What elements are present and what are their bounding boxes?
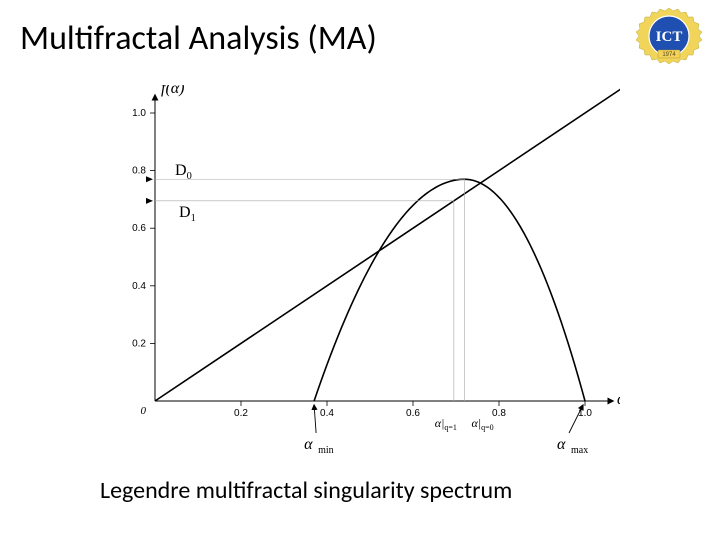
logo-badge: ICT 1974 (636, 6, 702, 72)
svg-text:α: α (557, 436, 566, 453)
svg-text:0.4: 0.4 (132, 281, 146, 292)
svg-text:D0: D0 (175, 162, 192, 182)
svg-text:0.8: 0.8 (492, 408, 506, 419)
svg-text:0.2: 0.2 (132, 338, 146, 349)
svg-text:α: α (304, 436, 313, 453)
svg-text:0.6: 0.6 (406, 408, 420, 419)
svg-text:0.6: 0.6 (132, 223, 146, 234)
spectrum-chart: 0.20.40.60.81.00.20.40.60.81.00f(α)αD0D1… (100, 85, 620, 455)
svg-text:α|q=0: α|q=0 (472, 416, 494, 432)
svg-text:α|q=1: α|q=1 (435, 416, 457, 432)
svg-text:0.8: 0.8 (132, 166, 146, 177)
page-title: Multifractal Analysis (MA) (20, 18, 377, 59)
svg-text:min: min (318, 445, 334, 455)
svg-text:1974: 1974 (662, 52, 676, 58)
svg-text:D1: D1 (179, 204, 196, 224)
svg-text:0: 0 (141, 405, 147, 417)
svg-text:ICT: ICT (656, 29, 683, 45)
svg-text:max: max (571, 445, 588, 455)
svg-text:f(α): f(α) (161, 85, 185, 97)
figure-caption: Legendre multifractal singularity spectr… (100, 476, 512, 505)
svg-text:α: α (617, 391, 620, 408)
seal-icon: ICT 1974 (636, 8, 702, 64)
svg-text:0.4: 0.4 (320, 408, 334, 419)
svg-text:0.2: 0.2 (234, 408, 248, 419)
svg-text:1.0: 1.0 (132, 108, 146, 119)
